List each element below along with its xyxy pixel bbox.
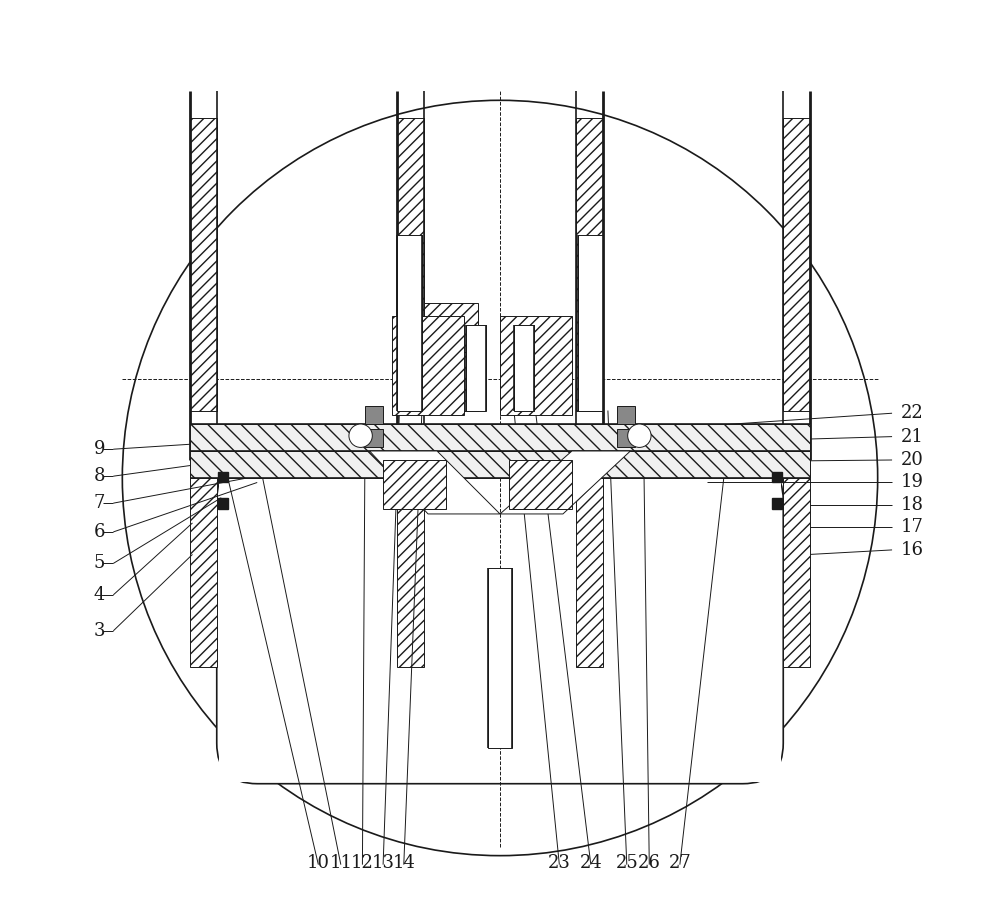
Text: 25: 25 [615, 854, 638, 872]
Bar [500, 316, 572, 415]
Text: 27: 27 [668, 854, 691, 872]
Bar [190, 424, 810, 451]
Text: 8: 8 [94, 467, 105, 485]
Bar [514, 325, 534, 410]
Text: 6: 6 [94, 523, 105, 541]
Bar [424, 303, 478, 410]
Text: 4: 4 [94, 586, 105, 603]
Text: 11: 11 [329, 854, 352, 872]
Bar [783, 460, 810, 667]
Bar [190, 118, 217, 410]
Text: 10: 10 [307, 854, 330, 872]
FancyBboxPatch shape [217, 460, 783, 784]
Text: 21: 21 [901, 428, 924, 446]
Bar [365, 406, 383, 424]
Bar [219, 462, 781, 782]
Bar [392, 316, 464, 415]
Bar [466, 325, 486, 410]
Text: 17: 17 [901, 519, 924, 537]
Bar [190, 460, 217, 667]
Bar [617, 406, 635, 424]
Text: 22: 22 [901, 404, 924, 422]
Text: 24: 24 [579, 854, 602, 872]
Text: 16: 16 [901, 541, 924, 559]
Bar [218, 498, 228, 509]
Text: 19: 19 [901, 474, 924, 492]
Bar [576, 460, 603, 667]
Text: 12: 12 [351, 854, 374, 872]
Text: 14: 14 [392, 854, 415, 872]
Bar [576, 118, 603, 410]
Bar [397, 235, 422, 410]
Bar [365, 428, 383, 446]
Bar [772, 498, 782, 509]
Polygon shape [500, 451, 630, 514]
Bar [488, 568, 512, 748]
Bar [383, 460, 446, 510]
Text: 18: 18 [901, 496, 924, 514]
Bar [397, 460, 424, 667]
Bar [424, 352, 478, 410]
Bar [617, 428, 635, 446]
Text: 13: 13 [372, 854, 395, 872]
Bar [783, 118, 810, 410]
Polygon shape [370, 451, 500, 514]
Bar [397, 118, 424, 410]
Bar [509, 460, 572, 510]
Text: 9: 9 [94, 440, 105, 458]
Text: 23: 23 [548, 854, 571, 872]
Text: 5: 5 [94, 555, 105, 573]
Bar [578, 235, 603, 410]
Bar [218, 472, 228, 483]
Text: 20: 20 [901, 451, 924, 469]
Text: 7: 7 [94, 494, 105, 512]
Circle shape [628, 424, 651, 447]
Circle shape [349, 424, 372, 447]
Text: 3: 3 [94, 621, 105, 640]
Bar [772, 472, 782, 483]
Bar [190, 451, 810, 478]
Text: 26: 26 [638, 854, 661, 872]
